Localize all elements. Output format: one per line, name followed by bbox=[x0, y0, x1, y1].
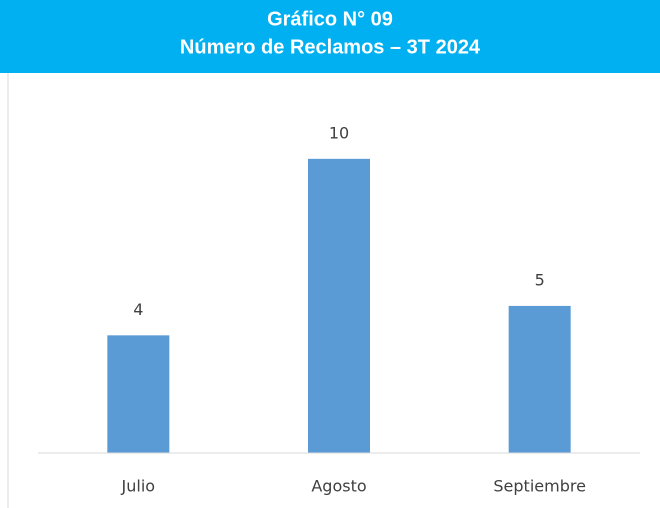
bar bbox=[308, 158, 370, 454]
value-label: 4 bbox=[133, 300, 143, 319]
x-tick-label: Agosto bbox=[311, 477, 366, 496]
chart-subtitle: Número de Reclamos – 3T 2024 bbox=[180, 36, 481, 58]
x-tick-label: Septiembre bbox=[493, 477, 586, 496]
value-label: 5 bbox=[535, 270, 545, 289]
chart-title: Gráfico N° 09 bbox=[267, 8, 393, 30]
x-tick-label: Julio bbox=[121, 477, 156, 496]
header-band bbox=[0, 0, 660, 73]
bar bbox=[107, 335, 170, 453]
bar bbox=[508, 305, 571, 453]
value-label: 10 bbox=[329, 123, 349, 142]
